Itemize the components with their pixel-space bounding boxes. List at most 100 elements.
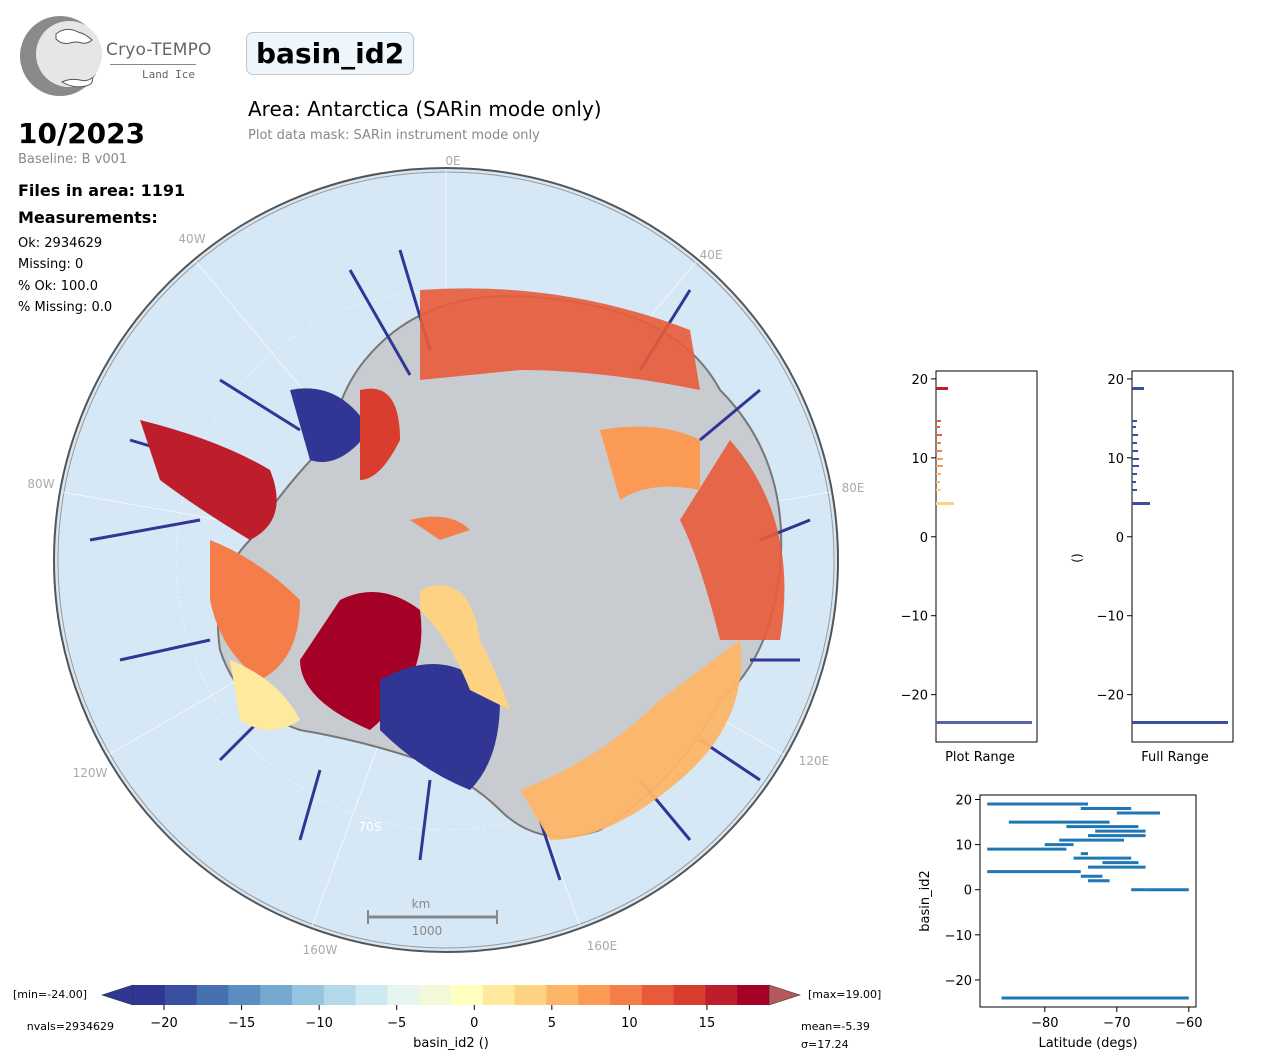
- meridian-label: 40E: [700, 248, 723, 262]
- histogram-tick-label: 20: [1107, 373, 1124, 388]
- colorbar-cell: [482, 985, 516, 1005]
- basin-region: [410, 516, 470, 540]
- colorbar-tick-label: −20: [150, 1016, 177, 1031]
- colorbar-cell: [610, 985, 643, 1005]
- histogram-tick-label: −10: [1097, 610, 1124, 625]
- cryo-tempo-logo: [20, 16, 102, 96]
- variable-title: basin_id2: [246, 32, 415, 75]
- colorbar-cell: [578, 985, 611, 1005]
- plot-range-label: Plot Range: [945, 750, 1015, 765]
- colorbar-cell: [419, 985, 452, 1005]
- histogram-bars: [936, 387, 1032, 724]
- histogram-bar: [1132, 458, 1139, 460]
- meridian-label: 80W: [27, 477, 54, 491]
- meridian-label: 160W: [303, 943, 338, 957]
- meridian-label: 160E: [587, 939, 618, 953]
- basin-region: [420, 288, 700, 390]
- histogram-bar: [1132, 426, 1136, 428]
- y-tick-label: −10: [945, 929, 972, 944]
- colorbar-tick-label: 5: [548, 1016, 556, 1031]
- chart-frame: [979, 794, 1197, 1008]
- logo-rule: [110, 64, 196, 65]
- colorbar-tick-label: −5: [387, 1016, 406, 1031]
- scale-bar: km 1000: [367, 897, 498, 938]
- y-axis-label: basin_id2: [918, 870, 933, 931]
- histogram-bar: [1132, 489, 1137, 491]
- colorbar: −20 −15 −10 −5 0 5 10 15 [min=-24.00] [max=19.0…: [13, 984, 881, 1051]
- colorbar-min-arrow: [101, 984, 134, 1006]
- histogram-bar: [1132, 721, 1228, 724]
- baseline-label: Baseline: B v001: [18, 152, 128, 167]
- colorbar-cell: [323, 985, 357, 1005]
- colorbar-max-label: [max=19.00]: [808, 988, 881, 1001]
- basin-region: [230, 660, 300, 730]
- histogram-bar: [1132, 481, 1136, 483]
- basin-region: [680, 440, 785, 640]
- histogram-tick-label: −20: [901, 689, 928, 704]
- histogram-bar: [1132, 442, 1137, 444]
- histogram-tick-label: 0: [920, 531, 928, 546]
- colorbar-label: basin_id2 (): [413, 1036, 489, 1051]
- colorbar-max-arrow: [768, 984, 801, 1006]
- colorbar-cell: [164, 985, 198, 1005]
- y-tick-label: 20: [955, 794, 972, 809]
- histogram-bars: [1132, 387, 1228, 724]
- colorbar-cell: [387, 985, 420, 1005]
- colorbar-cell: [196, 985, 229, 1005]
- histogram-tick-label: 20: [911, 373, 928, 388]
- x-axis-label: Latitude (degs): [1038, 1036, 1137, 1051]
- colorbar-cell: [737, 985, 770, 1005]
- files-count: Files in area: 1191: [18, 181, 186, 200]
- x-tick-label: −60: [1175, 1016, 1202, 1031]
- meridian-label: 120W: [73, 766, 108, 780]
- date-label: 10/2023: [18, 117, 146, 150]
- svg-text:1000: 1000: [412, 924, 443, 938]
- x-tick-label: −80: [1031, 1016, 1058, 1031]
- colorbar-cell: [451, 985, 484, 1005]
- logo-product: Land Ice: [142, 68, 195, 81]
- histogram-bar: [1132, 473, 1137, 475]
- colorbar-cell: [228, 985, 261, 1005]
- parallel-label: 70S: [359, 820, 382, 834]
- colorbar-nvals: nvals=2934629: [27, 1020, 114, 1033]
- full-range-histogram: 20 10 0 −10 −20 () Full Range: [1070, 370, 1234, 765]
- basin-region: [210, 540, 300, 680]
- colorbar-sigma: σ=17.24: [801, 1038, 849, 1051]
- colorbar-cell: [514, 985, 547, 1005]
- colorbar-cell: [133, 985, 166, 1005]
- colorbar-tick-label: 0: [470, 1016, 478, 1031]
- plot-range-histogram: 20 10 0 −10 −20 Plot Range: [901, 370, 1038, 765]
- basin-region: [140, 420, 277, 540]
- histogram-tick-label: 0: [1116, 531, 1124, 546]
- colorbar-cell: [292, 985, 325, 1005]
- histogram-bar: [1132, 502, 1150, 505]
- basin-region: [380, 664, 500, 790]
- histogram-bar: [936, 473, 941, 475]
- colorbar-cell: [641, 985, 675, 1005]
- histogram-bar: [936, 502, 954, 505]
- colorbar-tick-label: 10: [621, 1016, 638, 1031]
- svg-text:km: km: [412, 897, 431, 911]
- histogram-bar: [1132, 420, 1137, 422]
- meridian-label: 0E: [445, 154, 460, 168]
- histogram-tick-label: −10: [901, 610, 928, 625]
- meridian-label: 40W: [178, 232, 205, 246]
- mask-note: Plot data mask: SARin instrument mode on…: [248, 128, 540, 143]
- basin-region: [420, 585, 510, 710]
- histogram-bar: [936, 489, 941, 491]
- antarctica-map: 0E 40E 80E 120E 160E 160W 120W 80W 40W 7…: [27, 154, 864, 957]
- colorbar-cell: [260, 985, 293, 1005]
- colorbar-cell: [546, 985, 579, 1005]
- colorbar-cell: [705, 985, 738, 1005]
- colorbar-tick-label: −15: [228, 1016, 255, 1031]
- histogram-bar: [1132, 434, 1138, 436]
- colorbar-cell: [355, 985, 388, 1005]
- histogram-bar: [936, 481, 940, 483]
- histogram-bar: [936, 458, 943, 460]
- histogram-bar: [936, 426, 940, 428]
- pct-ok: % Ok: 100.0: [18, 279, 98, 294]
- colorbar-tick-label: −10: [305, 1016, 332, 1031]
- basin-region: [600, 426, 700, 500]
- latitude-chart: 20 10 0 −10 −20 −80 −70 −60 Latitude (degs) ba…: [918, 794, 1203, 1051]
- y-tick-label: −20: [945, 974, 972, 989]
